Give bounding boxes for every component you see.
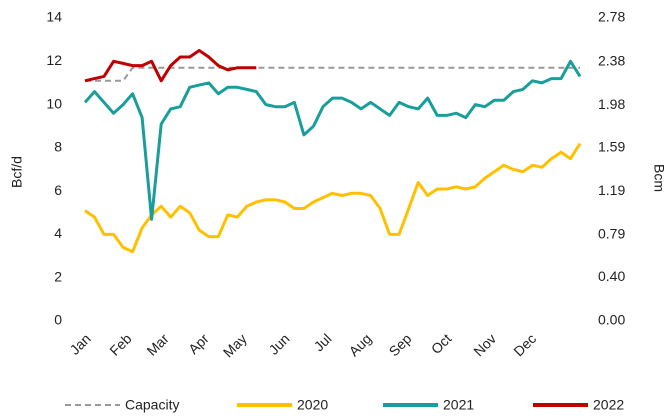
y2-tick-label: 1.98 — [598, 96, 625, 112]
x-tick-label: Aug — [346, 330, 375, 359]
y2-axis-label: Bcm — [651, 164, 665, 192]
y-tick-label: 14 — [46, 9, 62, 25]
y2-tick-label: 2.38 — [598, 52, 625, 68]
y2-tick-label: 1.19 — [598, 182, 625, 198]
x-tick-label: Mar — [143, 330, 172, 359]
x-tick-label: Jul — [311, 330, 335, 354]
y-tick-label: 0 — [54, 312, 62, 328]
y2-tick-label: 1.59 — [598, 138, 625, 154]
series-line — [83, 59, 582, 221]
legend-label: 2022 — [593, 397, 624, 413]
y-axis-label: Bcf/d — [9, 156, 25, 188]
x-tick-label: Jan — [66, 330, 93, 357]
series-line — [84, 49, 257, 83]
x-tick-label: Apr — [185, 330, 212, 357]
legend-label: 2021 — [443, 397, 474, 413]
x-tick-label: Nov — [470, 330, 499, 359]
legend-label: 2020 — [297, 397, 328, 413]
y-tick-label: 12 — [46, 52, 62, 68]
y2-tick-label: 0.00 — [598, 312, 625, 328]
legend-label: Capacity — [125, 397, 179, 413]
y2-tick-label: 2.78 — [598, 9, 625, 25]
y2-tick-label: 0.79 — [598, 226, 625, 242]
x-tick-label: Dec — [510, 330, 539, 359]
series-line — [85, 66, 580, 82]
x-tick-label: Oct — [428, 330, 455, 357]
x-tick-label: Sep — [386, 330, 415, 359]
x-tick-label: May — [220, 330, 250, 360]
x-tick-label: Feb — [106, 330, 135, 359]
y-tick-label: 8 — [54, 139, 62, 155]
y-tick-label: 6 — [54, 182, 62, 198]
x-tick-label: Jun — [265, 330, 292, 357]
y-tick-label: 10 — [46, 95, 62, 111]
y-tick-label: 2 — [54, 268, 62, 284]
y2-tick-label: 0.40 — [598, 268, 625, 284]
series-line — [84, 142, 582, 254]
y-tick-label: 4 — [54, 225, 62, 241]
